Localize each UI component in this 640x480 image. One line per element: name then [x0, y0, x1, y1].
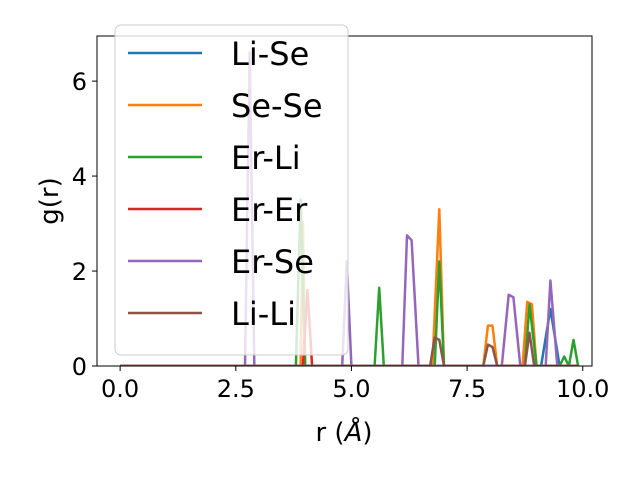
legend-label-se-se: Se-Se	[231, 87, 323, 125]
legend-label-er-li: Er-Li	[231, 139, 301, 177]
legend-label-er-er: Er-Er	[231, 191, 308, 229]
y-axis-ticks: 0 2 4 6	[72, 68, 97, 381]
y-tick-label: 0	[72, 353, 87, 381]
y-tick-label: 4	[72, 163, 87, 191]
series-line-li-li	[120, 331, 579, 366]
x-tick-label: 0.0	[101, 375, 139, 403]
x-axis-label: r (Å)	[315, 416, 372, 448]
x-axis-unit: Å	[343, 416, 363, 448]
legend-label-er-se: Er-Se	[231, 243, 314, 281]
x-tick-label: 5.0	[332, 375, 370, 403]
legend-frame	[114, 24, 349, 356]
x-axis-ticks: 0.0 2.5 5.0 7.5 10.0	[101, 366, 609, 403]
legend: Li-Se Se-Se Er-Li Er-Er Er-Se Li-Li	[114, 24, 349, 356]
x-tick-label: 10.0	[556, 375, 609, 403]
x-tick-label: 7.5	[448, 375, 486, 403]
legend-label-li-li: Li-Li	[231, 295, 296, 333]
series-line-li-se	[120, 307, 579, 366]
y-axis-label: g(r)	[35, 177, 65, 224]
series-line-er-se	[120, 51, 579, 366]
y-tick-label: 6	[72, 68, 87, 96]
y-tick-label: 2	[72, 258, 87, 286]
legend-label-li-se: Li-Se	[231, 35, 309, 73]
x-tick-label: 2.5	[217, 375, 255, 403]
